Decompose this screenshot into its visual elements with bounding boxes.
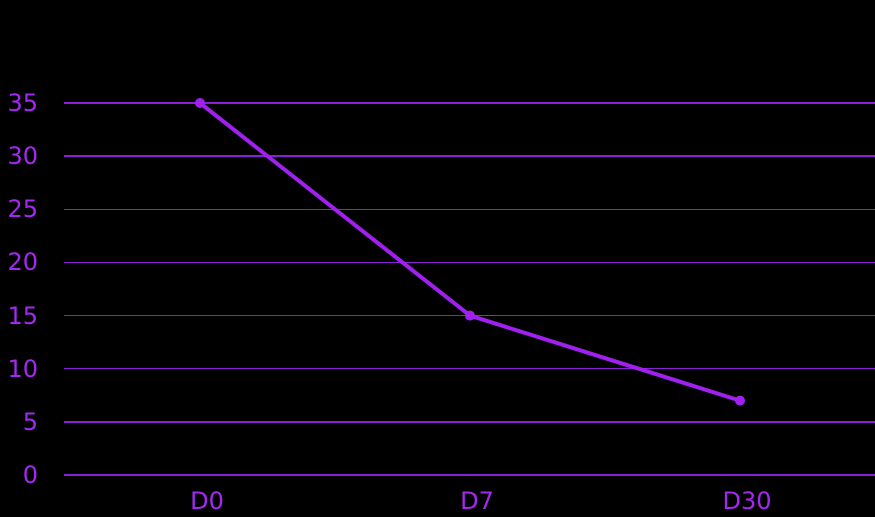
y-tick-label: 35 xyxy=(7,89,38,117)
y-tick-label: 20 xyxy=(7,248,38,277)
gridline xyxy=(64,155,875,157)
y-tick-label: 10 xyxy=(7,354,38,383)
gridline xyxy=(64,421,875,423)
y-tick-label: 15 xyxy=(7,301,38,330)
x-tick-label: D7 xyxy=(460,487,494,515)
data-point xyxy=(195,98,205,108)
y-tick-label: 0 xyxy=(22,461,38,489)
y-tick-label: 25 xyxy=(7,195,38,224)
y-tick-label: 30 xyxy=(7,142,38,171)
data-point xyxy=(465,310,475,321)
series-line xyxy=(198,101,741,403)
x-tick-label: D0 xyxy=(190,487,224,515)
data-point xyxy=(735,395,745,406)
gridline xyxy=(64,208,875,211)
gridline xyxy=(64,474,875,476)
gridline xyxy=(64,102,875,104)
y-tick-label: 5 xyxy=(22,407,38,436)
gridline xyxy=(64,261,875,264)
x-tick-label: D30 xyxy=(722,487,772,515)
gridline xyxy=(64,367,875,370)
